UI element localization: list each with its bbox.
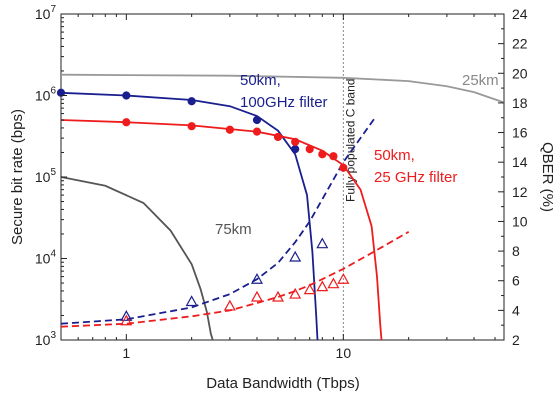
y-right-tick-label-3: 8 xyxy=(512,243,520,259)
series-7-point-3 xyxy=(289,250,302,262)
series-3-point-0 xyxy=(122,118,131,127)
y-right-tick-label-8: 18 xyxy=(512,95,528,111)
y-right-axis-title: QBER (%) xyxy=(539,142,553,212)
series-9-point-7 xyxy=(327,277,340,289)
series-7-point-4 xyxy=(316,237,329,249)
y-right-tick-label-0: 2 xyxy=(512,332,520,348)
annotation-50km-25ghz-line1: 50km, xyxy=(374,147,415,164)
x-tick-label-1: 10 xyxy=(336,345,352,361)
series-6-line xyxy=(61,117,376,325)
series-9-point-3 xyxy=(271,290,285,302)
series-3-point-8 xyxy=(329,152,338,161)
y-left-axis-title: Secure bit rate (bps) xyxy=(9,109,26,245)
series-9-point-2 xyxy=(250,290,263,302)
annotation-75km: 75km xyxy=(215,221,252,238)
series-8-line xyxy=(61,231,410,328)
y-right-tick-label-2: 6 xyxy=(512,273,520,289)
series-7-point-0 xyxy=(120,310,133,321)
series-9-point-8 xyxy=(337,273,350,284)
series-3-point-7 xyxy=(318,150,327,159)
annotation-50km-100ghz-line1: 50km, xyxy=(240,72,281,89)
series-1-point-3 xyxy=(252,115,262,125)
series-0-line xyxy=(61,91,319,340)
y-right-tick-label-6: 14 xyxy=(512,154,528,170)
y-right-tick-label-1: 4 xyxy=(512,302,520,318)
x-tick-label-0: 1 xyxy=(122,345,130,361)
series-9-point-5 xyxy=(303,283,316,295)
series-9-point-1 xyxy=(223,299,236,311)
series-3-point-4 xyxy=(273,132,283,142)
marker-layer xyxy=(56,88,350,326)
y-left-tick-label-1: 104 xyxy=(35,249,57,267)
y-left-tick-label-2: 105 xyxy=(35,167,57,185)
series-3-point-5 xyxy=(291,137,300,146)
series-1-point-0 xyxy=(56,88,66,97)
y-right-tick-label-10: 22 xyxy=(512,36,528,52)
series-9-point-6 xyxy=(316,280,329,292)
series-9-point-4 xyxy=(289,287,302,299)
series-3-point-1 xyxy=(187,122,196,131)
series-1-point-4 xyxy=(291,144,300,154)
x-axis-title: Data Bandwidth (Tbps) xyxy=(206,375,359,392)
y-right-tick-label-7: 16 xyxy=(512,125,528,141)
y-right-tick-label-4: 10 xyxy=(512,213,528,229)
y-left-tick-label-0: 103 xyxy=(35,330,57,348)
y-left-tick-label-4: 107 xyxy=(35,4,57,22)
y-left-tick-label-3: 106 xyxy=(35,86,57,104)
series-7-point-2 xyxy=(250,273,263,284)
annotation-50km-25ghz-line2: 25 GHz filter xyxy=(374,169,457,186)
series-3-point-9 xyxy=(339,163,348,172)
annotation-25km: 25km xyxy=(462,72,499,89)
series-3-point-3 xyxy=(252,127,262,136)
annotation-50km-100ghz-line2: 100GHz filter xyxy=(240,94,328,111)
series-1-point-1 xyxy=(122,91,131,100)
series-3-point-6 xyxy=(305,144,314,154)
series-7-point-1 xyxy=(185,295,198,307)
series-5-line xyxy=(61,73,504,104)
y-right-tick-label-5: 12 xyxy=(512,184,528,200)
series-9-point-0 xyxy=(120,314,133,326)
series-1-point-2 xyxy=(187,97,196,106)
y-right-tick-label-9: 20 xyxy=(512,65,528,81)
series-4-line xyxy=(61,176,214,340)
series-3-point-2 xyxy=(225,125,234,134)
y-right-tick-label-11: 24 xyxy=(512,6,528,22)
